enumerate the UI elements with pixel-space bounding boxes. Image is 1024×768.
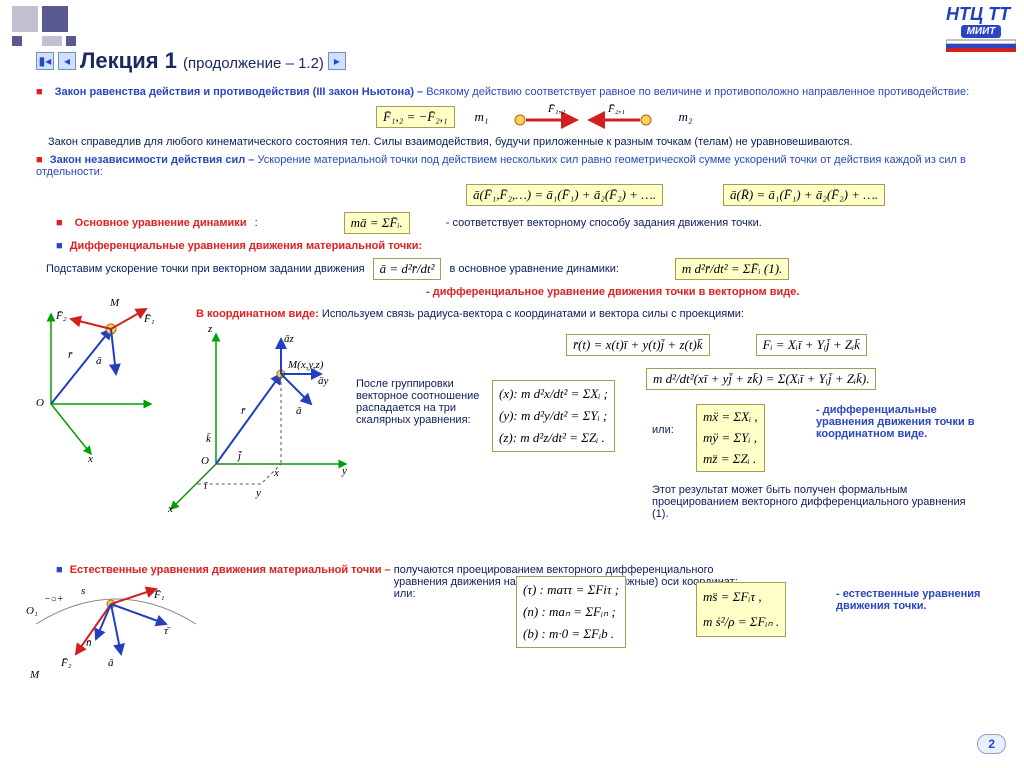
svg-text:−○+: −○+ (44, 594, 64, 605)
svg-text:F̄₁: F̄₁ (153, 589, 165, 601)
bullet-icon: ■ (56, 240, 63, 252)
svg-text:z: z (207, 323, 213, 335)
section-diff-eq: ■ Дифференциальные уравнения движения ма… (36, 240, 996, 252)
text-grouping: После группировки векторное соотношение … (356, 378, 486, 426)
svg-text:ā: ā (296, 405, 302, 417)
nav-first-icon[interactable]: ▮◂ (36, 52, 54, 70)
svg-text:x: x (87, 453, 93, 464)
svg-text:M: M (109, 297, 120, 309)
svg-text:F̄₂: F̄₂ (55, 310, 67, 322)
svg-text:y: y (255, 487, 261, 499)
heading-coord-form: В координатном виде: (196, 308, 322, 320)
text-coord-intro: Используем связь радиуса-вектора с коорд… (322, 308, 744, 320)
title-bar: ▮◂ ◂ Лекция 1 (продолжение – 1.2) ▸ (36, 48, 346, 74)
formula-natural-short: ms̈ = ΣFᵢτ , m ṡ²/ρ = ΣFᵢₙ . (696, 582, 786, 637)
text-projection-note: Этот результат может быть получен формал… (652, 484, 982, 520)
text-or: или: (652, 424, 674, 436)
text-newton3-note: Закон справедлив для любого кинематическ… (36, 136, 996, 148)
formula-accel-def: ā = d²r̄/dt² (373, 258, 442, 280)
svg-text:x: x (167, 503, 173, 514)
section-newton3: ■ Закон равенства действия и противодейс… (36, 86, 996, 98)
text-diff-1a: Подставим ускорение точки при векторном … (46, 263, 365, 275)
logo-text-top: НТЦ ТТ (946, 4, 1016, 25)
svg-text:k̄: k̄ (206, 433, 212, 445)
deco-square (12, 6, 38, 32)
svg-text:ā: ā (108, 657, 114, 669)
diagram-vector-forces: M F̄₁ F̄₂ r̄ ā O x (26, 294, 176, 464)
force-arrows-diagram: F̄₁,₂ F̄₂,₁ (508, 104, 658, 130)
svg-text:ī: ī (204, 480, 208, 492)
formula-vector-expand: m d²/dt²(xī + yj̄ + zk̄) = Σ(Xᵢī + Yᵢj̄ … (646, 368, 876, 390)
text-diff-1b: в основное уравнение динамики: (449, 263, 618, 275)
page-number-badge: 2 (977, 734, 1006, 754)
heading-main-eq: Основное уравнение динамики (75, 217, 247, 229)
text-newton3-body: Всякому действию соответствует равное по… (426, 86, 969, 98)
heading-natural: Естественные уравнения движения материал… (70, 564, 394, 576)
text-coord-caption: - дифференциальные уравнения движения то… (816, 404, 986, 440)
formula-F-decomp: Fᵢ = Xᵢī + Yᵢj̄ + Zᵢk̄ (756, 334, 867, 356)
svg-text:F̄₁,₂: F̄₁,₂ (547, 104, 565, 115)
svg-text:x: x (273, 467, 279, 479)
formula-superposition-1: ā(F̄₁,F̄₂,…) = ā₁(F̄₁) + ā₂(F̄₂) + …. (466, 184, 663, 206)
heading-diff-eq: Дифференциальные уравнения движения мате… (70, 240, 422, 252)
label-m1: m₁ (475, 109, 489, 125)
deco-square (12, 36, 22, 46)
svg-text:n̄: n̄ (86, 637, 92, 649)
formula-coord-short: mẍ = ΣXᵢ , mÿ = ΣYᵢ , mz̈ = ΣZᵢ . (696, 404, 765, 472)
heading-newton3: Закон равенства действия и противодейств… (55, 86, 427, 98)
formula-coord-xyz: (x): m d²x/dt² = ΣXᵢ ; (y): m d²y/dt² = … (492, 380, 615, 452)
diagram-natural-axes: O₁ −○+ s τ̄ n̄ M F̄₁ F̄₂ ā (26, 584, 206, 694)
logo: НТЦ ТТ МИИТ (946, 4, 1016, 54)
formula-superposition-2: ā(R̄) = ā₁(F̄₁) + ā₂(F̄₂) + …. (723, 184, 885, 206)
svg-text:āy: āy (318, 375, 329, 387)
formula-vector-ode: m d²r̄/dt² = ΣF̄ᵢ (1). (675, 258, 789, 280)
svg-text:y: y (341, 465, 347, 477)
svg-text:τ̄: τ̄ (164, 625, 171, 637)
svg-text:āz: āz (284, 333, 295, 345)
svg-text:j̄: j̄ (236, 450, 242, 462)
formula-action-reaction: F̄₁,₂ = −F̄₂,₁ (376, 106, 455, 128)
svg-text:M: M (29, 669, 40, 681)
svg-text:r̄: r̄ (68, 349, 73, 361)
logo-ribbon (946, 38, 1016, 54)
bullet-icon: ■ (36, 86, 43, 98)
section-independence: ■ Закон независимости действия сил – Уск… (36, 154, 996, 178)
svg-text:r̄: r̄ (241, 405, 246, 417)
bullet-icon: ■ (56, 564, 63, 576)
svg-text:F̄₂: F̄₂ (60, 657, 72, 669)
deco-square (42, 36, 62, 46)
logo-text-bottom: МИИТ (961, 25, 1002, 38)
text-main-eq-tail: - соответствует векторному способу задан… (446, 217, 762, 229)
text-vector-ode-caption: - дифференциальное уравнение движения то… (36, 286, 996, 298)
heading-independence: Закон независимости действия сил – (50, 154, 258, 166)
section-main-eq: ■ Основное уравнение динамики : mā = ΣF̄… (36, 212, 996, 234)
label-m2: m₂ (678, 109, 692, 125)
deco-square (42, 6, 68, 32)
svg-text:F̄₁: F̄₁ (143, 313, 155, 325)
nav-prev-icon[interactable]: ◂ (58, 52, 76, 70)
svg-text:O₁: O₁ (26, 605, 38, 617)
svg-text:s: s (81, 585, 85, 597)
formula-natural-tnb: (τ) : maττ = ΣFiτ ; (n) : maₙ = ΣFᵢₙ ; (… (516, 576, 626, 648)
nav-next-icon[interactable]: ▸ (328, 52, 346, 70)
deco-square (66, 36, 76, 46)
text-natural-caption: - естественные уравнения движения точки. (836, 588, 986, 612)
svg-text:F̄₂,₁: F̄₂,₁ (607, 104, 625, 115)
page-title: Лекция 1 (продолжение – 1.2) (80, 48, 324, 74)
svg-text:M(x,y,z): M(x,y,z) (287, 359, 324, 371)
bullet-icon: ■ (56, 217, 63, 229)
formula-ma-sumf: mā = ΣF̄ᵢ. (344, 212, 410, 234)
diagram-coord-axes: z āz āy ā M(x,y,z) r̄ O ī j̄ k̄ x y x y (156, 314, 356, 514)
svg-text:O: O (36, 397, 44, 409)
bullet-icon: ■ (36, 154, 43, 166)
svg-text:O: O (201, 455, 209, 467)
formula-r-decomp: r̄(t) = x(t)ī + y(t)j̄ + z(t)k̄ (566, 334, 710, 356)
svg-text:ā: ā (96, 355, 102, 367)
